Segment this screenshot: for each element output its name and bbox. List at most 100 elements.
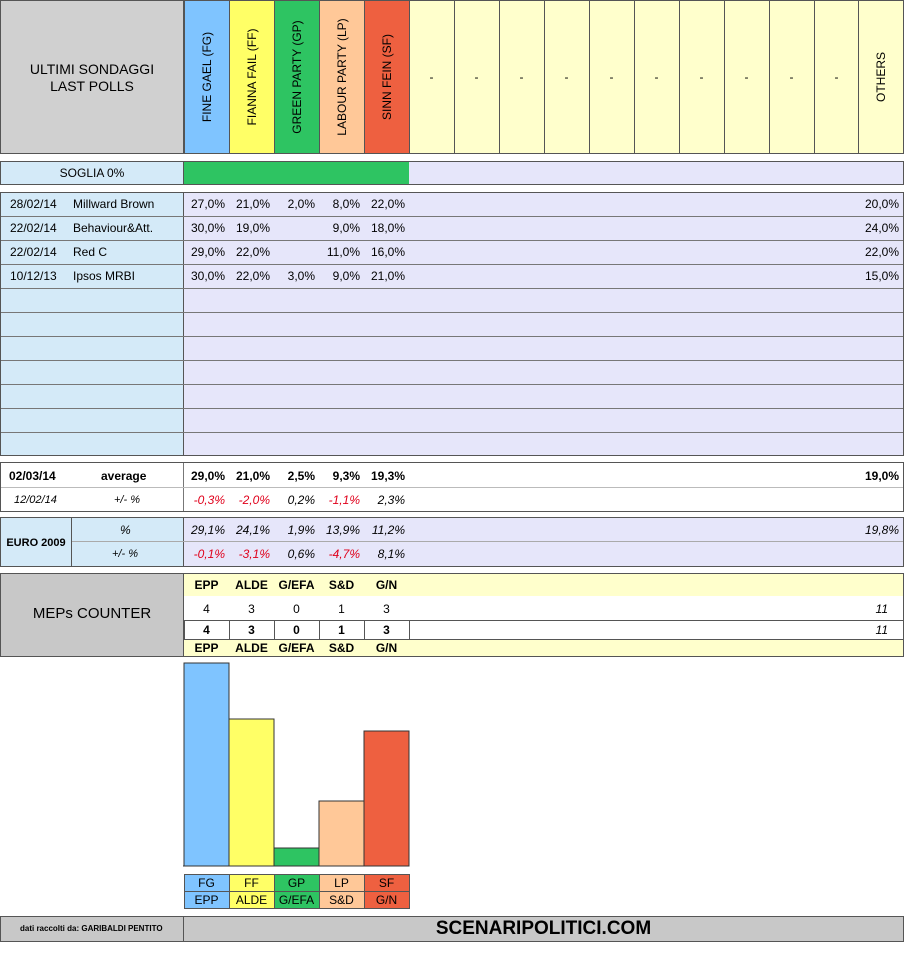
empty-header-label: - bbox=[609, 70, 614, 84]
poll-value: 21,0% bbox=[235, 197, 270, 211]
euro-value: 29,1% bbox=[190, 523, 225, 537]
poll-row-line bbox=[1, 336, 903, 337]
bar-sf bbox=[363, 730, 410, 867]
poll-value: 9,0% bbox=[332, 221, 360, 235]
poll-value: 9,0% bbox=[332, 269, 360, 283]
empty-header-label: - bbox=[834, 70, 839, 84]
legend-group-cell bbox=[364, 891, 410, 909]
others-header-label: OTHERS bbox=[874, 52, 888, 103]
others-header-cell bbox=[858, 0, 904, 154]
poll-institute: Ipsos MRBI bbox=[73, 269, 136, 283]
euro-delta-label: +/- % bbox=[112, 548, 138, 560]
meps-seat-row1: 0 bbox=[293, 602, 300, 616]
footer-site: SCENARIPOLITICI.COM bbox=[435, 918, 652, 939]
poll-others: 24,0% bbox=[864, 221, 899, 235]
average-label: average bbox=[101, 469, 147, 483]
poll-row-line bbox=[1, 312, 903, 313]
empty-header-cell bbox=[769, 0, 815, 154]
poll-institute: Red C bbox=[73, 245, 108, 259]
poll-row-line bbox=[1, 216, 903, 217]
poll-row-line bbox=[1, 408, 903, 409]
footer-credit: dati raccolti da: GARIBALDI PENTITO bbox=[20, 924, 163, 933]
meps-group-bottom: G/EFA bbox=[278, 641, 315, 655]
meps-group-top: G/EFA bbox=[278, 578, 315, 592]
average-delta-label: +/- % bbox=[114, 494, 140, 506]
euro-delta: 0,6% bbox=[287, 547, 315, 561]
average-delta: 2,3% bbox=[377, 493, 405, 507]
meps-group-bottom: S&D bbox=[328, 641, 355, 655]
legend-group-label: G/EFA bbox=[278, 893, 315, 907]
average-others: 19,0% bbox=[864, 469, 899, 483]
poll-value: 22,0% bbox=[235, 245, 270, 259]
party-header-cell bbox=[364, 0, 410, 154]
poll-value: 29,0% bbox=[190, 245, 225, 259]
euro-delta: -3,1% bbox=[238, 547, 270, 561]
meps-seat-row1: 1 bbox=[338, 602, 345, 616]
empty-header-cell bbox=[814, 0, 860, 154]
threshold-label-cell bbox=[0, 161, 184, 185]
party-header-label: GREEN PARTY (GP) bbox=[289, 20, 304, 134]
party-header-label: LABOUR PARTY (LP) bbox=[334, 18, 349, 136]
legend-group-label: G/N bbox=[375, 893, 398, 907]
average-date: 02/03/14 bbox=[9, 469, 56, 483]
poll-value: 27,0% bbox=[190, 197, 225, 211]
meps-group-bottom: G/N bbox=[375, 641, 398, 655]
poll-value: 22,0% bbox=[370, 197, 405, 211]
poll-value: 3,0% bbox=[287, 269, 315, 283]
average-delta: -1,1% bbox=[328, 493, 360, 507]
average-prev-date: 12/02/14 bbox=[14, 494, 57, 506]
euro-label: EURO 2009 bbox=[6, 537, 66, 549]
meps-seat-row2: 3 bbox=[383, 623, 390, 637]
polls-right-block bbox=[183, 192, 904, 456]
average-delta: 0,2% bbox=[287, 493, 315, 507]
poll-value: 16,0% bbox=[370, 245, 405, 259]
poll-row-line bbox=[1, 360, 903, 361]
legend-group-label: S&D bbox=[329, 893, 354, 907]
poll-row-line bbox=[1, 240, 903, 241]
footer-credit-cell bbox=[0, 916, 184, 942]
bar-lp bbox=[318, 800, 365, 867]
euro-delta: -4,7% bbox=[328, 547, 360, 561]
poll-date: 22/02/14 bbox=[10, 221, 57, 235]
empty-header-cell bbox=[589, 0, 635, 154]
party-header-label: FIANNA FAIL (FF) bbox=[244, 28, 259, 126]
poll-row-line bbox=[1, 384, 903, 385]
meps-seat-row2: 3 bbox=[248, 623, 255, 637]
empty-header-label: - bbox=[474, 70, 479, 84]
meps-group-top: G/N bbox=[375, 578, 398, 592]
poll-date: 10/12/13 bbox=[10, 269, 57, 283]
party-header-cell bbox=[229, 0, 275, 154]
euro-delta: -0,1% bbox=[193, 547, 225, 561]
meps-seat-row1: 3 bbox=[383, 602, 390, 616]
poll-date: 22/02/14 bbox=[10, 245, 57, 259]
poll-row-line bbox=[1, 264, 903, 265]
poll-row-line bbox=[1, 288, 903, 289]
average-value: 21,0% bbox=[235, 469, 270, 483]
header-title-line1: ULTIMI SONDAGGI bbox=[29, 61, 155, 77]
poll-others: 22,0% bbox=[864, 245, 899, 259]
legend-category-label: LP bbox=[334, 876, 349, 890]
poll-value: 19,0% bbox=[235, 221, 270, 235]
meps-groups-top bbox=[183, 573, 904, 597]
poll-value: 30,0% bbox=[190, 221, 225, 235]
poll-value: 2,0% bbox=[287, 197, 315, 211]
meps-seat-row1: 3 bbox=[248, 602, 255, 616]
bar-fg bbox=[183, 662, 230, 867]
poll-value: 22,0% bbox=[235, 269, 270, 283]
poll-value: 21,0% bbox=[370, 269, 405, 283]
empty-header-cell bbox=[679, 0, 725, 154]
euro-value: 11,2% bbox=[371, 523, 405, 537]
average-value: 9,3% bbox=[332, 469, 360, 483]
empty-header-cell bbox=[724, 0, 770, 154]
threshold-bar bbox=[184, 162, 409, 184]
poll-others: 15,0% bbox=[864, 269, 899, 283]
legend-category-label: SF bbox=[378, 876, 395, 890]
empty-header-label: - bbox=[654, 70, 659, 84]
meps-seat-row1: 4 bbox=[203, 602, 210, 616]
poll-institute: Millward Brown bbox=[73, 197, 155, 211]
poll-value: 8,0% bbox=[332, 197, 360, 211]
party-header-label: SINN FEIN (SF) bbox=[379, 34, 394, 120]
euro-values-block bbox=[183, 517, 904, 567]
euro-others: 19,8% bbox=[864, 523, 899, 537]
average-delta: -0,3% bbox=[193, 493, 225, 507]
